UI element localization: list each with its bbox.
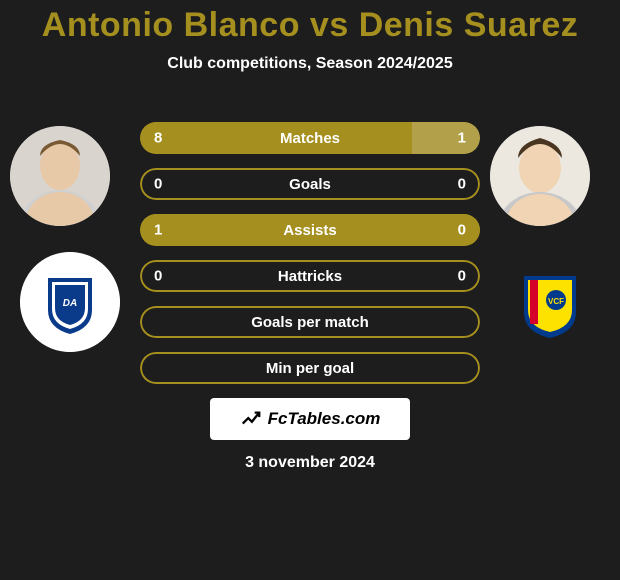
stat-row: Goals per match	[140, 306, 480, 338]
page-title: Antonio Blanco vs Denis Suarez	[42, 6, 578, 45]
stat-value-right: 0	[458, 268, 466, 285]
stat-value-right: 0	[458, 222, 466, 239]
chart-icon	[240, 408, 262, 430]
vs-label: vs	[310, 6, 349, 44]
stat-fill-left	[140, 122, 412, 154]
watermark-text: FcTables.com	[268, 409, 381, 429]
player1-avatar	[10, 126, 110, 226]
watermark: FcTables.com	[210, 398, 410, 440]
stat-value-left: 1	[154, 222, 162, 239]
stat-value-left: 8	[154, 130, 162, 147]
club-crest-icon: VCF	[500, 252, 600, 352]
stat-row: 8 Matches 1	[140, 122, 480, 154]
comparison-card: Antonio Blanco vs Denis Suarez Club comp…	[0, 0, 620, 580]
stat-value-left: 0	[154, 176, 162, 193]
stat-value-right: 1	[458, 130, 466, 147]
stat-row: 0 Goals 0	[140, 168, 480, 200]
stat-label: Hattricks	[278, 268, 342, 285]
player2-avatar	[490, 126, 590, 226]
player2-club-badge: VCF	[500, 252, 600, 352]
stat-row: 1 Assists 0	[140, 214, 480, 246]
club-initials: DA	[63, 298, 77, 309]
stat-label: Goals	[289, 176, 331, 193]
player2-name: Denis Suarez	[359, 6, 579, 44]
date-label: 3 november 2024	[0, 454, 620, 472]
avatar-bg	[10, 126, 110, 226]
stat-value-left: 0	[154, 268, 162, 285]
player1-name: Antonio Blanco	[42, 6, 300, 44]
stat-label: Min per goal	[266, 360, 354, 377]
club-initials: VCF	[548, 297, 564, 306]
stat-label: Goals per match	[251, 314, 369, 331]
stat-row: 0 Hattricks 0	[140, 260, 480, 292]
avatar-bg	[490, 126, 590, 226]
stat-value-right: 0	[458, 176, 466, 193]
stat-fill-right	[412, 122, 480, 154]
club-crest-icon: DA	[20, 252, 120, 352]
stat-rows: 8 Matches 1 0 Goals 0 1 Assists 0 0 Hattricks 0 Goal…	[140, 122, 480, 384]
subtitle: Club competitions, Season 2024/2025	[167, 55, 452, 73]
player1-club-badge: DA	[20, 252, 120, 352]
stat-row: Min per goal	[140, 352, 480, 384]
stat-label: Matches	[280, 130, 340, 147]
stat-label: Assists	[283, 222, 336, 239]
